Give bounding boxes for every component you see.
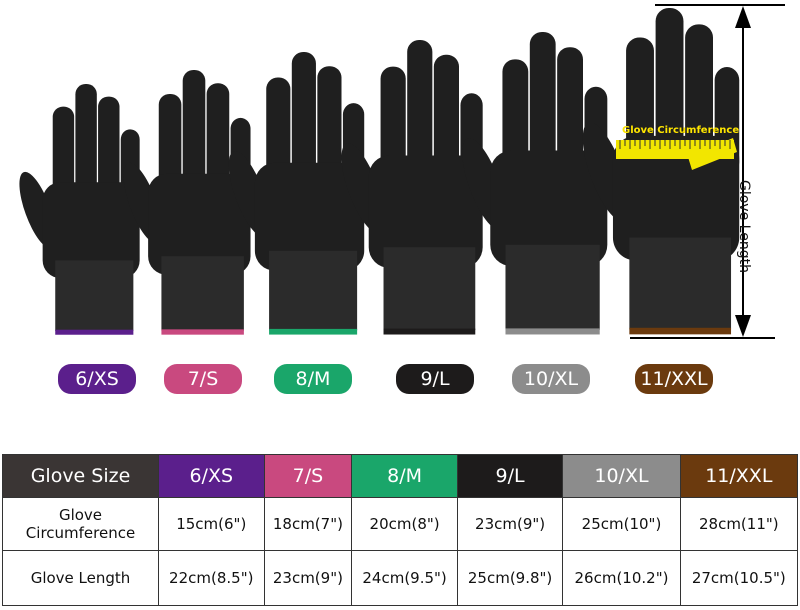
glove-finger [407, 40, 433, 181]
glove-finger [182, 70, 206, 197]
size-badge-10-XL: 10/XL [512, 364, 590, 394]
glove-cuff-band [383, 328, 476, 335]
circumference-cell: 23cm(9") [456, 497, 564, 551]
glove-finger [98, 96, 120, 208]
length-cell: 22cm(8.5") [158, 550, 265, 606]
measuring-tape-icon [616, 138, 737, 170]
length-cell: 24cm(9.5") [351, 550, 458, 606]
size-badge-6-XS: 6/XS [58, 364, 136, 394]
glove-cuff-band [55, 329, 134, 335]
glove-palm [612, 135, 740, 261]
glove-finger [557, 47, 583, 181]
row-label-circumference: Glove Circumference [2, 497, 159, 551]
circumference-cell: 25cm(10") [562, 497, 681, 551]
circumference-label: Glove Circumference [622, 125, 740, 136]
length-cell: 25cm(9.8") [456, 550, 564, 606]
size-badge-9-L: 9/L [396, 364, 474, 394]
header-size-7-S: 7/S [263, 454, 353, 498]
glove-finger [75, 84, 97, 204]
header-size-10-XL: 10/XL [562, 454, 681, 498]
glove-cuff-band [161, 329, 244, 335]
glove-7-S [123, 70, 251, 335]
glove-cuff-band [629, 327, 732, 335]
glove-finger [685, 24, 713, 169]
glove-cuff [383, 247, 476, 331]
arrow-down-icon [735, 315, 751, 337]
length-label: Glove Length [736, 180, 752, 273]
header-size-6-XS: 6/XS [158, 454, 265, 498]
glove-11-XXL [582, 8, 740, 335]
length-cell: 27cm(10.5") [679, 550, 799, 606]
glove-finger [655, 8, 684, 164]
header-glove-size: Glove Size [2, 454, 159, 498]
glove-10-XL [462, 32, 608, 335]
header-size-11-XXL: 11/XXL [679, 454, 799, 498]
circumference-cell: 15cm(6") [158, 497, 265, 551]
circumference-cell: 18cm(7") [263, 497, 353, 551]
arrow-up-icon [735, 6, 751, 28]
glove-illustrations [19, 4, 785, 339]
size-badge-7-S: 7/S [164, 364, 242, 394]
row-label-length: Glove Length [2, 550, 159, 606]
circumference-cell: 28cm(11") [679, 497, 799, 551]
glove-cuff [269, 250, 358, 331]
glove-finger [291, 52, 316, 187]
glove-cuff [629, 237, 732, 330]
length-cell: 23cm(9") [263, 550, 353, 606]
circumference-cell: 20cm(8") [351, 497, 458, 551]
table-row-circumference: Glove Circumference 15cm(6") 18cm(7") 20cm… [2, 497, 799, 551]
table-row-length: Glove Length 22cm(8.5") 23cm(9") 24cm(9.5"… [2, 550, 799, 606]
glove-palm [490, 150, 608, 267]
glove-cuff-band [505, 328, 600, 335]
glove-cuff [505, 244, 600, 330]
glove-cuff [161, 256, 244, 331]
glove-palm [148, 173, 251, 275]
header-size-9-L: 9/L [456, 454, 564, 498]
glove-8-M [228, 52, 365, 335]
glove-finger [529, 32, 556, 177]
glove-cuff-band [269, 328, 358, 335]
glove-finger [433, 54, 459, 186]
glove-cuff [55, 260, 134, 331]
glove-palm [42, 182, 140, 279]
length-cell: 26cm(10.2") [562, 550, 681, 606]
glove-finger [206, 83, 230, 201]
size-badge-8-M: 8/M [274, 364, 352, 394]
glove-palm [254, 162, 365, 271]
size-badge-11-XXL: 11/XXL [635, 364, 713, 394]
size-table: Glove Size 6/XS 7/S 8/M 9/L 10/XL 11/XXL Glov… [2, 454, 799, 606]
glove-6-XS [19, 84, 140, 335]
glove-palm [368, 155, 483, 268]
header-size-8-M: 8/M [351, 454, 458, 498]
table-header-row: Glove Size 6/XS 7/S 8/M 9/L 10/XL 11/XXL [2, 454, 799, 498]
glove-finger [317, 66, 342, 192]
